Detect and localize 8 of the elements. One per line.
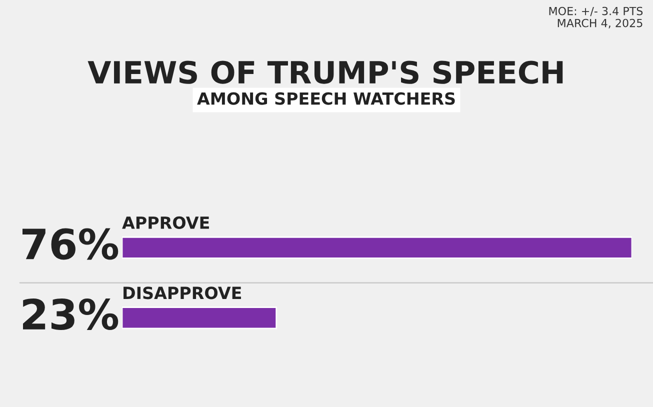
chart-subtitle: AMONG SPEECH WATCHERS — [197, 92, 455, 105]
data-label: 23% — [23, 298, 118, 330]
text: MARCH 4, 2025 — [558, 18, 642, 28]
y-tick-label: DISAPPROVE — [124, 286, 241, 300]
chart-title: VIEWS OF TRUMP'S SPEECH — [88, 60, 563, 84]
y-tick-label: APPROVE — [122, 216, 209, 229]
text: MOE: +/- 3.4 PTS — [549, 6, 643, 16]
data-label: 76% — [22, 228, 118, 260]
